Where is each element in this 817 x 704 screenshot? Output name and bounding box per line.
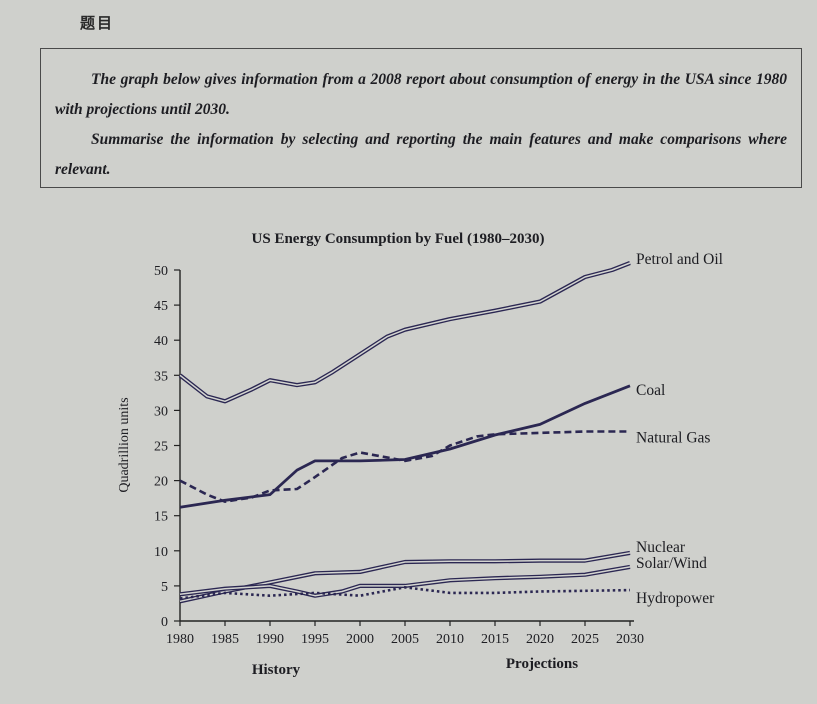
series-label-hydropower: Hydropower: [636, 590, 715, 607]
y-tick-label: 15: [154, 510, 168, 525]
series-hydropower: [179, 585, 631, 600]
x-axis-label-history: History: [252, 662, 301, 678]
x-tick-label: 2015: [481, 632, 509, 647]
x-tick-label: 2020: [526, 632, 554, 647]
chart-series-labels: Petrol and Oil Coal Natural Gas NuclearSola…: [636, 251, 723, 607]
x-tick-label: 2025: [571, 632, 599, 647]
y-tick-label: 10: [154, 545, 168, 560]
x-tick-label: 2030: [616, 632, 644, 647]
y-tick-label: 45: [154, 299, 168, 314]
x-axis-label-projections: Projections: [506, 656, 578, 672]
x-tick-label: 2000: [346, 632, 374, 647]
series-label-coal: Coal: [636, 382, 665, 399]
x-tick-label: 1990: [256, 632, 284, 647]
series-petrol-and-oil: [178, 261, 631, 404]
series-solar-wind: [179, 564, 631, 598]
series-label-solar-wind: Solar/Wind: [636, 555, 707, 572]
y-tick-label: 40: [154, 334, 168, 349]
series-coal: [179, 384, 631, 509]
page-heading: 题目: [80, 14, 115, 32]
series-line-outer: [179, 564, 631, 598]
series-line: [179, 585, 631, 600]
series-line: [179, 384, 631, 509]
x-tick-label: 2010: [436, 632, 464, 647]
series-line-outer: [178, 261, 631, 404]
series-label-petrol-and-oil: Petrol and Oil: [636, 251, 723, 268]
y-axis-label: Quadrillion units: [117, 397, 132, 492]
x-tick-label: 1985: [211, 632, 239, 647]
task-prompt-box: The graph below gives information from a…: [40, 48, 802, 188]
y-tick-label: 35: [154, 369, 168, 384]
x-tick-label: 1980: [166, 632, 194, 647]
chart-title: US Energy Consumption by Fuel (1980–2030…: [252, 231, 545, 247]
series-line: [179, 430, 630, 504]
task-prompt-line2: Summarise the information by selecting a…: [55, 131, 787, 178]
chart-series: [178, 261, 631, 604]
series-label-natural-gas: Natural Gas: [636, 429, 710, 446]
series-natural-gas: [179, 430, 630, 504]
y-tick-label: 25: [154, 440, 168, 455]
x-tick-label: 2005: [391, 632, 419, 647]
series-label-nuclear: Nuclear: [636, 539, 686, 556]
y-tick-label: 20: [154, 475, 168, 490]
y-tick-label: 0: [161, 615, 168, 630]
y-tick-label: 5: [161, 580, 168, 595]
x-tick-label: 1995: [301, 632, 329, 647]
y-tick-label: 50: [154, 264, 168, 279]
y-tick-label: 30: [154, 404, 168, 419]
task-prompt-line1: The graph below gives information from a…: [55, 71, 787, 118]
series-line-inner: [179, 262, 631, 403]
series-line-inner: [179, 566, 631, 597]
